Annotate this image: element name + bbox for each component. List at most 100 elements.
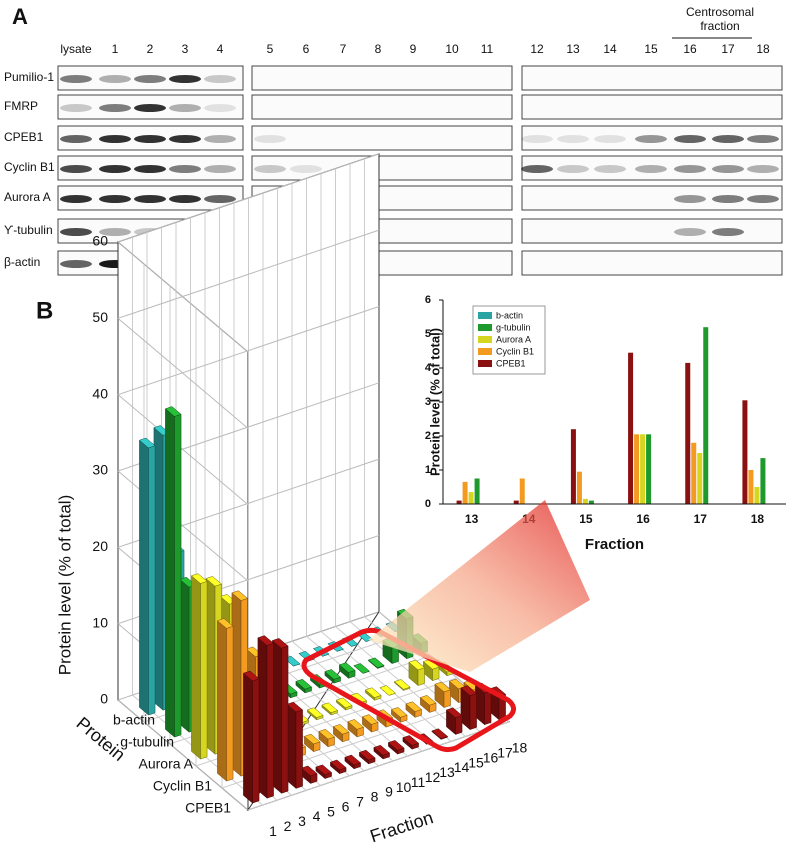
bar (576, 471, 582, 504)
lane-label: 13 (566, 42, 580, 56)
blot (251, 155, 513, 181)
legend-swatch (478, 324, 492, 331)
band (134, 75, 166, 83)
band (594, 135, 626, 143)
band (134, 135, 166, 143)
bar-front (455, 715, 463, 735)
band (169, 104, 201, 112)
x-tick-label: 17 (497, 744, 513, 760)
lane-label: 4 (217, 42, 224, 56)
legend-label: Cyclin B1 (496, 346, 534, 356)
band (204, 75, 236, 83)
band (557, 135, 589, 143)
bar (640, 434, 646, 504)
lane-label: 3 (182, 42, 189, 56)
grid-line (117, 394, 249, 506)
bar (434, 681, 452, 709)
band (635, 135, 667, 143)
bar-top (300, 765, 318, 777)
y-tick-label: 30 (92, 462, 108, 478)
band (134, 195, 166, 203)
legend-label: Aurora A (496, 334, 531, 344)
bar-top (373, 744, 391, 756)
band (712, 135, 744, 143)
legend-swatch (478, 360, 492, 367)
bar (646, 434, 652, 504)
blot (251, 65, 513, 91)
bar (634, 434, 640, 504)
bar-top (347, 719, 365, 730)
lane-label: 18 (756, 42, 770, 56)
y-axis-title: Protein level (% of total) (427, 328, 442, 476)
bar-front (266, 642, 274, 799)
bar (295, 678, 313, 694)
y-tick-label: 0 (100, 691, 108, 707)
bar (364, 687, 382, 701)
band (674, 195, 706, 203)
grid-line (117, 153, 380, 243)
x-tick-label: 12 (425, 769, 441, 785)
x-tick-label: 18 (512, 740, 528, 756)
bar-top (364, 687, 382, 698)
bar (300, 765, 318, 785)
x-tick-label: 9 (385, 784, 393, 800)
x-tick-label: 16 (636, 512, 650, 526)
panel-label: A (12, 4, 28, 29)
zoom-cone (368, 500, 590, 672)
grid-line (117, 229, 380, 319)
x-tick-label: 15 (579, 512, 593, 526)
band (134, 104, 166, 112)
bar (361, 714, 379, 733)
bar-top (338, 662, 356, 673)
bar-front (443, 689, 451, 708)
bar-top (295, 678, 313, 690)
bar (628, 352, 634, 504)
annotation: fraction (700, 19, 739, 33)
band (99, 195, 131, 203)
bar (408, 659, 426, 687)
bar-top (231, 590, 249, 601)
bar (685, 362, 691, 504)
bar (379, 685, 397, 696)
band (169, 195, 201, 203)
band (747, 195, 779, 203)
protein-label: FMRP (4, 99, 38, 113)
band (521, 165, 553, 173)
bar (315, 764, 333, 780)
bar-side (217, 620, 227, 782)
protein-label: ϒ-tubulin (4, 223, 53, 237)
bar-top (431, 728, 449, 739)
bar-front (200, 580, 208, 760)
blot (521, 94, 783, 120)
bar-top (434, 681, 452, 693)
band (557, 165, 589, 173)
bar (431, 728, 449, 740)
bar-top (393, 679, 411, 690)
bar-side (243, 672, 253, 804)
band (204, 195, 236, 203)
bar-top (303, 733, 321, 745)
band (712, 228, 744, 236)
bar-top (324, 669, 342, 680)
y-tick-label: 3 (425, 396, 431, 408)
band (99, 228, 131, 236)
bar (138, 437, 156, 716)
band (99, 104, 131, 112)
blot (521, 65, 783, 91)
protein-label: Aurora A (4, 190, 51, 204)
band (60, 228, 92, 236)
bar-front (484, 690, 492, 726)
bar (402, 735, 420, 750)
band (60, 75, 92, 83)
bar (338, 662, 356, 679)
bar (257, 635, 275, 799)
band (99, 75, 131, 83)
bar (271, 638, 289, 794)
lane-label: 11 (481, 42, 494, 56)
band (204, 104, 236, 112)
bar (748, 470, 754, 504)
legend-swatch (478, 336, 492, 343)
bar (570, 429, 576, 504)
bar-top (387, 740, 405, 751)
legend-label: g-tubulin (496, 322, 531, 332)
